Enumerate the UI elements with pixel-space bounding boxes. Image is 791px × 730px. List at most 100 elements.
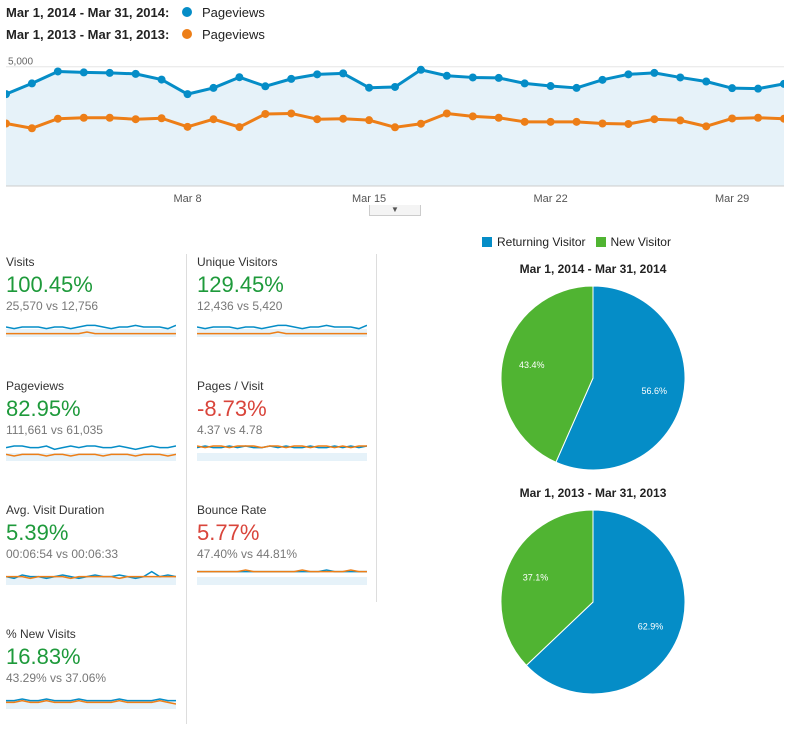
- data-point[interactable]: [209, 115, 218, 124]
- data-point[interactable]: [650, 68, 659, 77]
- data-point[interactable]: [209, 83, 218, 92]
- data-point[interactable]: [183, 122, 192, 131]
- sparkline-series: [6, 699, 176, 705]
- data-point[interactable]: [391, 123, 399, 132]
- pie-slice-returning[interactable]: [525, 509, 686, 695]
- sparkline-series: [6, 698, 176, 702]
- data-point[interactable]: [53, 67, 62, 76]
- metric-new-visits[interactable]: % New Visits 16.83% 43.29% vs 37.06%: [6, 627, 178, 709]
- data-point[interactable]: [702, 77, 711, 86]
- metric-value: 129.45%: [197, 272, 284, 297]
- legend-row-2014[interactable]: Mar 1, 2014 - Mar 31, 2014: Pageviews: [6, 2, 265, 22]
- data-point[interactable]: [754, 113, 763, 122]
- data-point[interactable]: [442, 71, 451, 80]
- data-point[interactable]: [6, 119, 10, 128]
- data-point[interactable]: [79, 68, 88, 77]
- data-point[interactable]: [339, 69, 348, 78]
- data-point[interactable]: [650, 115, 659, 124]
- sparkline-series: [6, 324, 176, 330]
- sparkline: [197, 445, 367, 461]
- data-point[interactable]: [391, 82, 399, 91]
- pie-legend-returning[interactable]: Returning Visitor: [482, 235, 586, 249]
- data-point[interactable]: [339, 114, 348, 123]
- pie-slice-new[interactable]: [500, 285, 594, 463]
- sparkline: [6, 324, 176, 337]
- data-point[interactable]: [728, 114, 737, 123]
- data-point[interactable]: [780, 79, 784, 88]
- pie-slice-new[interactable]: [500, 509, 594, 667]
- data-point[interactable]: [313, 115, 322, 124]
- data-point[interactable]: [572, 83, 581, 92]
- sparkline-series: [6, 453, 176, 457]
- data-point[interactable]: [235, 73, 244, 82]
- data-point[interactable]: [53, 114, 62, 123]
- data-point[interactable]: [676, 73, 685, 82]
- collapse-chart-toggle[interactable]: ▼: [369, 205, 421, 216]
- data-point[interactable]: [365, 116, 374, 125]
- data-point[interactable]: [313, 70, 322, 79]
- data-point[interactable]: [416, 119, 425, 128]
- data-point[interactable]: [624, 119, 633, 128]
- pie-slice-label: 62.9%: [638, 622, 664, 632]
- pie-chart-2014[interactable]: 56.6% 43.4%: [493, 282, 693, 482]
- data-point[interactable]: [494, 73, 503, 82]
- sparkline-series: [6, 575, 176, 580]
- data-point[interactable]: [261, 82, 270, 91]
- sparkline-bg: [6, 453, 176, 461]
- data-point[interactable]: [546, 82, 555, 91]
- sparkline-series: [197, 324, 367, 330]
- data-point[interactable]: [157, 114, 166, 123]
- legend-row-2013[interactable]: Mar 1, 2013 - Mar 31, 2013: Pageviews: [6, 24, 265, 44]
- new-visitor-swatch: [595, 237, 606, 247]
- sparkline-series: [197, 331, 367, 335]
- data-point[interactable]: [365, 83, 374, 92]
- data-point[interactable]: [261, 109, 270, 118]
- data-point[interactable]: [702, 122, 711, 131]
- sparkline-series: [197, 445, 367, 449]
- pie-legend-new[interactable]: New Visitor: [595, 235, 671, 249]
- legend-series-name: Pageviews: [202, 4, 265, 20]
- data-point[interactable]: [79, 113, 88, 122]
- pie-chart-2013[interactable]: 62.9% 37.1%: [493, 506, 693, 706]
- metric-bounce-rate[interactable]: Bounce Rate 5.77% 47.40% vs 44.81%: [197, 503, 369, 585]
- metric-visits[interactable]: Visits 100.45% 25,570 vs 12,756: [6, 255, 178, 337]
- data-point[interactable]: [468, 112, 477, 121]
- metric-pages-per-visit[interactable]: Pages / Visit -8.73% 4.37 vs 4.78: [197, 379, 369, 461]
- data-point[interactable]: [416, 65, 425, 74]
- data-point[interactable]: [27, 124, 36, 133]
- data-point[interactable]: [624, 70, 633, 79]
- data-point[interactable]: [754, 84, 763, 93]
- data-point[interactable]: [442, 109, 451, 118]
- data-point[interactable]: [728, 84, 737, 93]
- data-point[interactable]: [598, 119, 607, 128]
- legend-dot-icon: [182, 7, 192, 17]
- data-point[interactable]: [287, 109, 296, 118]
- data-point[interactable]: [6, 90, 10, 99]
- data-point[interactable]: [468, 73, 477, 82]
- sparkline: [197, 569, 367, 585]
- data-point[interactable]: [494, 113, 503, 122]
- data-point[interactable]: [183, 90, 192, 99]
- metric-unique-visitors[interactable]: Unique Visitors 129.45% 12,436 vs 5,420: [197, 255, 369, 337]
- data-point[interactable]: [676, 116, 685, 125]
- data-point[interactable]: [287, 74, 296, 83]
- metric-pageviews[interactable]: Pageviews 82.95% 111,661 vs 61,035: [6, 379, 178, 461]
- data-point[interactable]: [157, 75, 166, 84]
- pie-slice-returning[interactable]: [555, 285, 686, 471]
- data-point[interactable]: [105, 68, 114, 77]
- data-point[interactable]: [131, 115, 140, 124]
- data-point[interactable]: [520, 117, 529, 126]
- data-point[interactable]: [131, 69, 140, 78]
- metric-avg-visit-duration[interactable]: Avg. Visit Duration 5.39% 00:06:54 vs 00…: [6, 503, 178, 585]
- data-point[interactable]: [572, 117, 581, 126]
- data-point[interactable]: [546, 117, 555, 126]
- data-point[interactable]: [598, 75, 607, 84]
- data-point[interactable]: [520, 79, 529, 88]
- data-point[interactable]: [235, 123, 244, 132]
- data-point[interactable]: [27, 79, 36, 88]
- data-point[interactable]: [780, 114, 784, 123]
- x-tick-label: Mar 22: [533, 193, 567, 205]
- data-point[interactable]: [105, 113, 114, 122]
- metric-label: Pages / Visit: [197, 379, 264, 393]
